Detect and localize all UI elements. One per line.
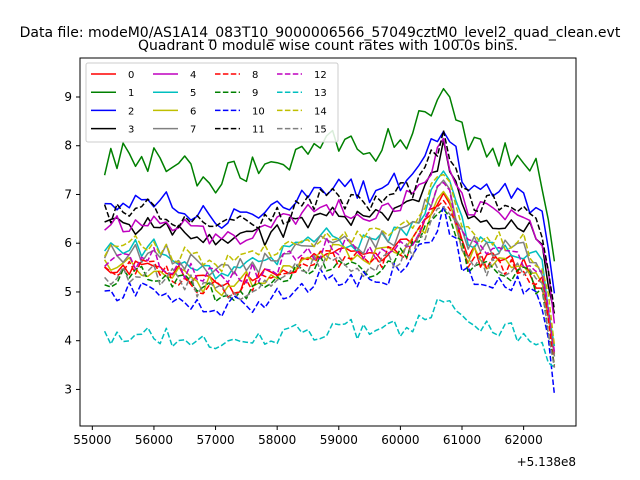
x-tick-label: 55000 [73, 433, 111, 447]
series-line-11 [103, 129, 556, 310]
x-tick-label: 57000 [196, 433, 234, 447]
y-tick-label: 9 [64, 90, 72, 104]
y-tick-label: 8 [64, 139, 72, 153]
legend-label-1: 1 [128, 88, 134, 99]
y-tick-label: 5 [64, 285, 72, 299]
x-axis: 55000 56000 57000 58000 59000 60000 61000 62000 [73, 426, 543, 447]
legend-label-0: 0 [128, 70, 134, 81]
x-tick-label: 62000 [505, 433, 543, 447]
x-tick-label: 58000 [258, 433, 296, 447]
series-line-10 [104, 204, 556, 395]
legend-label-14: 14 [314, 106, 327, 117]
legend-label-10: 10 [252, 106, 265, 117]
legend-label-13: 13 [314, 88, 327, 99]
legend-box [85, 62, 339, 143]
series-line-8 [104, 199, 556, 367]
legend-label-9: 9 [252, 88, 258, 99]
legend-label-6: 6 [190, 106, 196, 117]
legend-label-3: 3 [128, 125, 134, 136]
legend-label-4: 4 [190, 70, 196, 81]
legend-label-2: 2 [128, 106, 134, 117]
legend-label-15: 15 [314, 125, 327, 136]
legend-label-11: 11 [252, 125, 265, 136]
chart-suptitle: Data file: modeM0/AS1A14_083T10_90000065… [20, 25, 621, 41]
y-tick-label: 4 [64, 334, 72, 348]
series-layer [103, 87, 556, 395]
series-line-14 [103, 173, 556, 346]
chart-title: Quadrant 0 module wise count rates with … [138, 38, 518, 54]
y-tick-label: 6 [64, 236, 72, 250]
series-line-7 [103, 179, 556, 357]
x-tick-label: 60000 [381, 433, 419, 447]
legend-label-5: 5 [190, 88, 196, 99]
y-axis: 3 4 5 6 7 8 9 [64, 90, 80, 396]
series-line-2 [104, 130, 556, 294]
series-line-12 [104, 181, 556, 352]
series-line-9 [104, 207, 556, 366]
x-tick-label: 59000 [320, 433, 358, 447]
x-tick-label: 56000 [135, 433, 173, 447]
legend-label-7: 7 [190, 125, 196, 136]
series-line-13 [103, 298, 555, 368]
series-line-15 [104, 206, 556, 368]
y-tick-label: 7 [64, 187, 72, 201]
x-tick-label: 61000 [443, 433, 481, 447]
plot-frame [79, 57, 577, 427]
x-offset-label: +5.138e8 [517, 455, 576, 469]
y-tick-label: 3 [64, 382, 72, 396]
legend-label-8: 8 [252, 70, 258, 81]
legend-label-12: 12 [314, 70, 327, 81]
